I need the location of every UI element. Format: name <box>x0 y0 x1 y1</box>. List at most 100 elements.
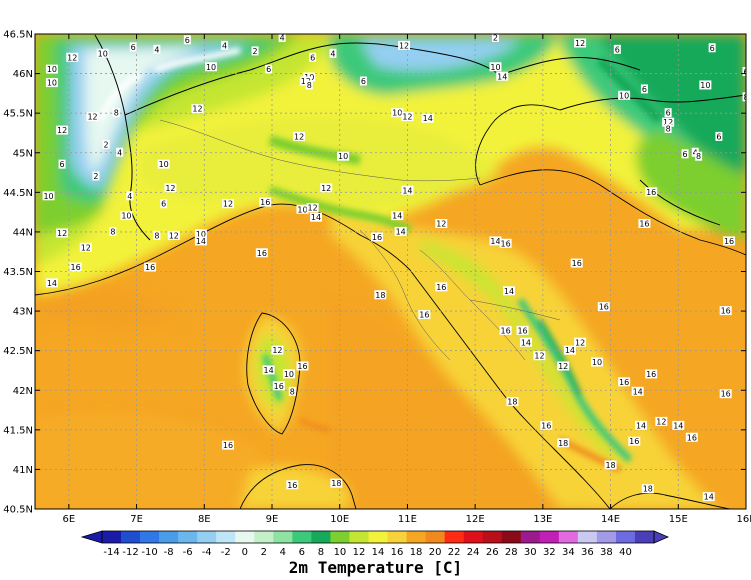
contour-label-box <box>282 369 295 379</box>
contour-label-box <box>194 229 207 239</box>
contour-label: 2 <box>104 140 109 149</box>
contour-label: 14 <box>423 114 433 123</box>
contour-label-box <box>421 113 434 123</box>
contour-label-box <box>506 397 519 407</box>
colorbar-max-arrow <box>653 530 670 544</box>
contour-label: 10 <box>297 205 307 214</box>
colorbar-label: -6 <box>183 547 193 558</box>
colorbar: -14 -12 -10 -8 -6 -4 -2 0 2 4 6 8 10 12 14 16 18 20 22 24 26… <box>80 530 670 558</box>
contour-label: 4 <box>280 33 285 42</box>
contour-label-box <box>221 440 234 450</box>
colorbar-swatch <box>539 531 560 543</box>
contour-label-box <box>296 204 309 214</box>
contour-label-box <box>435 282 448 292</box>
colorbar-swatch <box>387 531 407 543</box>
contour-label-box <box>401 112 414 122</box>
colorbar-min-arrow <box>80 530 103 544</box>
colorbar-label: 4 <box>280 547 286 558</box>
contour-label: 16 <box>572 259 582 268</box>
colorbar-swatch <box>634 531 655 543</box>
contour-label-box <box>69 262 82 272</box>
lon-tick-label: 15E <box>669 514 688 525</box>
coastlines <box>35 104 746 509</box>
contour-label: 18 <box>643 485 653 494</box>
contour-label-box <box>742 67 746 76</box>
contour-label: 14 <box>633 387 643 396</box>
colorbar-swatch <box>197 531 217 543</box>
contour-label-box <box>695 151 703 161</box>
contour-label-box <box>221 40 229 50</box>
colorbar-swatch <box>159 531 179 543</box>
contour-label: 8 <box>307 81 312 90</box>
contour-label: 12 <box>165 184 175 193</box>
contour-label: 12 <box>534 352 544 361</box>
contour-label: 14 <box>497 72 507 81</box>
contour-label-box <box>191 104 204 114</box>
contour-label-box <box>310 212 323 222</box>
colorbar-swatch <box>482 531 503 543</box>
contour-label-box <box>205 62 218 72</box>
colorbar-label: 6 <box>299 547 305 558</box>
colorbar-label: 40 <box>619 547 632 558</box>
contour-label: 6 <box>666 109 671 118</box>
contour-label: 16 <box>501 326 511 335</box>
contour-label-box <box>645 369 658 379</box>
contour-label-box <box>56 125 69 135</box>
contour-label: 12 <box>169 231 179 240</box>
contour-label: 12 <box>402 113 412 122</box>
contour-label: 10 <box>619 91 629 100</box>
contour-label-box <box>259 197 272 207</box>
contour-label: 4 <box>154 45 159 54</box>
contour-label: 8 <box>110 227 115 236</box>
contour-label-box <box>329 48 337 58</box>
contour-label-box <box>278 34 286 42</box>
contour-label: 16 <box>646 188 656 197</box>
lon-tick-label: 10E <box>330 514 349 525</box>
contour-label-box <box>489 62 502 72</box>
contour-label: 10 <box>196 230 206 239</box>
colorbar-label: -12 <box>122 547 138 558</box>
lat-tick-label: 40.5N <box>3 505 33 516</box>
contour-label: 10 <box>43 192 53 201</box>
colorbar-swatch <box>235 531 255 543</box>
lat-tick-label: 42N <box>13 386 33 397</box>
contour-label: 16 <box>517 326 527 335</box>
contour-label: 12 <box>272 346 282 355</box>
colorbar-label: 2 <box>261 547 267 558</box>
contour-label: 6 <box>60 160 65 169</box>
contour-label-box <box>167 230 180 240</box>
contour-label-box <box>618 377 631 387</box>
contour-label-box <box>742 92 746 102</box>
contour-label: 10 <box>121 212 131 221</box>
colorbar-swatch <box>577 531 598 543</box>
lon-tick-label: 16E <box>736 514 751 525</box>
contour-label-box <box>288 386 296 396</box>
contour-label: 16 <box>257 249 267 258</box>
contour-label: 8 <box>114 109 119 118</box>
contour-label: 10 <box>392 109 402 118</box>
contour-label: 10 <box>47 79 57 88</box>
contour-label: 6 <box>615 45 620 54</box>
contour-label-box <box>699 80 712 90</box>
contour-label-box <box>519 337 532 347</box>
colorbar-label: 34 <box>562 547 575 558</box>
contour-label: 6 <box>743 68 748 77</box>
contour-label-box <box>109 226 117 236</box>
colorbar-swatch <box>311 531 331 543</box>
lon-tick-label: 13E <box>533 514 552 525</box>
contour-label: 6 <box>642 85 647 94</box>
contour-label-box <box>330 478 343 488</box>
colorbar-swatch <box>558 531 579 543</box>
contour-label: 6 <box>131 43 136 52</box>
contour-label-box <box>664 124 672 133</box>
contour-label-box <box>489 236 502 246</box>
contour-label-box <box>320 183 333 193</box>
contour-label: 14 <box>704 493 714 502</box>
contour-label: 16 <box>721 390 731 399</box>
contour-label-box <box>401 185 414 195</box>
contour-label-box <box>391 108 404 118</box>
colorbar-swatch <box>520 531 541 543</box>
colorbar-label: 26 <box>486 547 499 558</box>
contour-label: 14 <box>196 237 206 246</box>
contour-label: 16 <box>629 437 639 446</box>
